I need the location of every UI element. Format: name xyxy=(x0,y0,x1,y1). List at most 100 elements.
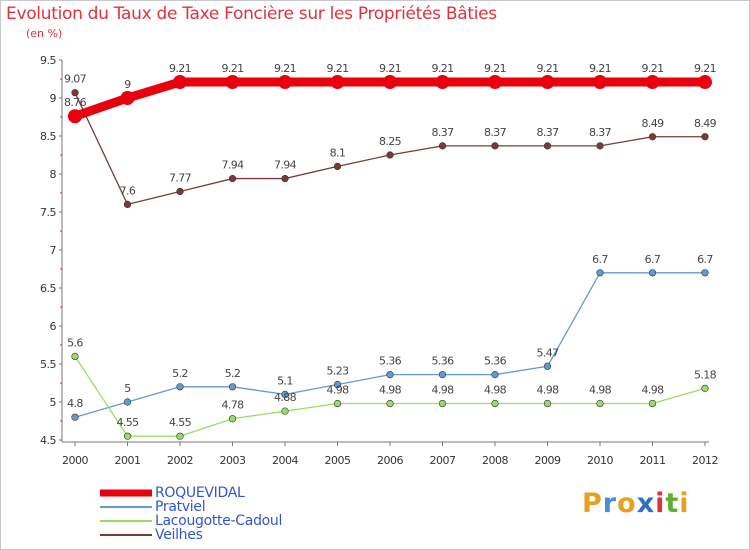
data-label: 8.25 xyxy=(379,135,402,148)
data-label: 9.21 xyxy=(589,62,611,75)
data-point xyxy=(281,407,289,415)
data-label: 5.36 xyxy=(484,355,507,368)
data-point xyxy=(698,75,712,90)
data-point xyxy=(228,174,237,183)
data-label: 8.49 xyxy=(694,117,717,130)
data-label: 4.98 xyxy=(379,384,402,397)
legend-item-veilhes: Veilhes xyxy=(100,527,282,543)
data-label: 5.2 xyxy=(172,367,188,380)
data-label: 4.55 xyxy=(116,416,139,429)
data-point xyxy=(333,162,342,170)
data-label: 9.21 xyxy=(431,62,453,75)
data-point xyxy=(701,269,709,277)
data-point xyxy=(701,384,709,392)
legend-swatch-lacougotte-cadoul xyxy=(100,520,152,522)
data-label: 7.94 xyxy=(274,159,297,172)
data-point xyxy=(281,174,289,183)
data-label: 7.94 xyxy=(221,159,244,172)
legend-item-lacougotte-cadoul: Lacougotte-Cadoul xyxy=(100,513,283,529)
y-tick-label: 9.5 xyxy=(40,54,56,67)
legend-swatch-veilhes xyxy=(100,534,152,536)
data-point xyxy=(71,413,79,421)
data-point xyxy=(596,269,604,277)
x-tick-label: 2011 xyxy=(640,454,666,467)
data-point xyxy=(648,399,657,408)
data-label: 4.98 xyxy=(589,384,612,397)
data-label: 7.77 xyxy=(169,171,192,184)
logo-letter: i xyxy=(655,488,666,519)
data-point xyxy=(278,75,292,90)
legend-item-roquevidal: ROQUEVIDAL xyxy=(100,485,282,501)
data-point xyxy=(596,142,604,150)
data-label: 9 xyxy=(124,78,131,91)
data-point xyxy=(225,75,240,90)
data-label: 4.88 xyxy=(274,391,297,404)
data-label: 8.37 xyxy=(536,126,559,139)
data-point xyxy=(593,75,607,90)
data-point xyxy=(281,390,289,399)
data-label: 6.7 xyxy=(592,253,608,266)
x-tick-label: 2008 xyxy=(482,454,508,467)
data-point xyxy=(383,75,397,90)
data-point xyxy=(123,398,132,406)
data-point xyxy=(71,89,79,97)
data-point xyxy=(120,91,135,105)
data-point xyxy=(645,75,660,90)
data-label: 4.78 xyxy=(221,399,244,412)
y-tick-label: 7.5 xyxy=(40,206,56,219)
data-label: 4.8 xyxy=(67,397,83,410)
y-tick-label: 8.5 xyxy=(40,130,56,143)
y-tick-label: 5 xyxy=(50,396,57,409)
legend: ROQUEVIDAL Pratviel Lacougotte-Cadoul Ve… xyxy=(100,485,283,543)
data-label: 9.07 xyxy=(64,73,87,86)
x-tick-label: 2010 xyxy=(587,454,613,467)
data-label: 5.2 xyxy=(225,367,241,380)
data-point xyxy=(491,399,499,408)
x-tick-label: 2001 xyxy=(115,454,141,467)
data-label: 8.49 xyxy=(641,117,664,130)
data-point xyxy=(543,362,552,370)
data-point xyxy=(330,75,345,90)
data-point xyxy=(176,432,184,440)
data-point xyxy=(540,75,555,90)
data-label: 9.21 xyxy=(326,62,348,75)
data-label: 5.23 xyxy=(326,365,349,378)
data-point xyxy=(438,371,447,379)
data-point xyxy=(386,399,394,408)
data-label: 6.7 xyxy=(697,253,713,266)
data-label: 4.55 xyxy=(169,416,192,429)
data-label: 8.37 xyxy=(484,126,507,139)
legend-label-lacougotte-cadoul: Lacougotte-Cadoul xyxy=(155,513,283,529)
data-point xyxy=(488,75,502,90)
logo-letter: i xyxy=(679,488,690,519)
data-label: 9.21 xyxy=(641,62,663,75)
data-point xyxy=(491,142,499,150)
legend-item-pratviel: Pratviel xyxy=(100,499,282,515)
chart-title: Evolution du Taux de Taxe Foncière sur l… xyxy=(6,4,497,24)
data-label: 8.1 xyxy=(330,146,346,159)
logo-letter: x xyxy=(636,488,656,519)
data-label: 9.21 xyxy=(274,62,296,75)
logo-letter: t xyxy=(665,488,680,519)
x-tick-label: 2002 xyxy=(167,454,193,467)
data-point xyxy=(386,151,394,159)
y-tick-label: 5.5 xyxy=(40,358,56,371)
legend-label-roquevidal: ROQUEVIDAL xyxy=(155,485,245,501)
x-tick-label: 2000 xyxy=(62,454,88,467)
x-tick-label: 2012 xyxy=(692,454,718,467)
data-point xyxy=(438,142,447,150)
data-point xyxy=(173,75,187,90)
data-point xyxy=(543,142,552,150)
data-label: 8.37 xyxy=(431,126,454,139)
x-tick-label: 2004 xyxy=(272,454,298,467)
data-label: 9.21 xyxy=(221,62,243,75)
data-point xyxy=(123,432,132,440)
data-label: 4.98 xyxy=(326,384,349,397)
data-point xyxy=(648,133,657,141)
data-point xyxy=(435,75,450,90)
data-label: 9.21 xyxy=(169,62,191,75)
x-tick-label: 2009 xyxy=(535,454,561,467)
data-point xyxy=(176,383,184,391)
data-label: 5.47 xyxy=(536,346,559,359)
